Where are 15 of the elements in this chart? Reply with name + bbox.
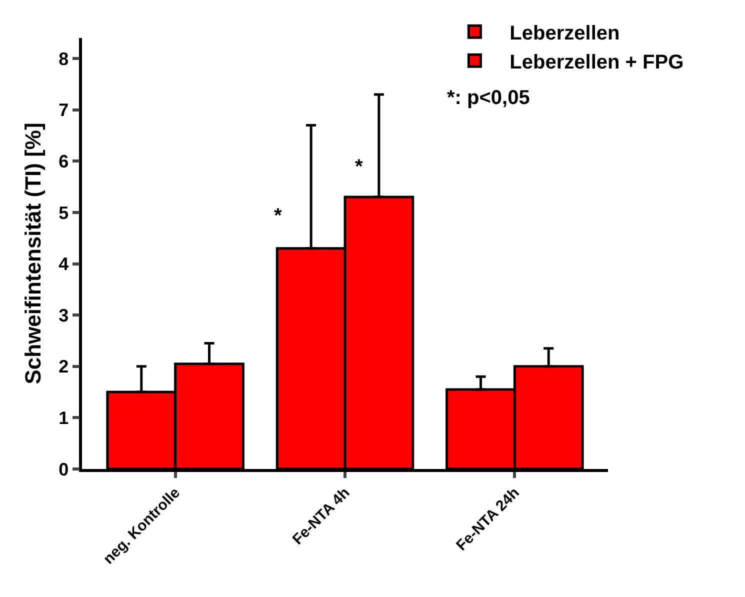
annotation: *	[355, 156, 363, 178]
annotation: *: p<0,05	[447, 87, 530, 109]
y-tick-label: 2	[58, 356, 69, 377]
y-tick-label: 5	[58, 202, 69, 223]
y-tick-label: 6	[58, 151, 69, 172]
y-axis-title: Schweifintensität (TI) [%]	[20, 122, 46, 384]
legend-label: Leberzellen	[510, 22, 620, 44]
legend-label: Leberzellen + FPG	[510, 51, 684, 74]
y-tick-label: 7	[58, 100, 69, 120]
annotation: *	[274, 205, 282, 227]
y-tick-label: 4	[58, 254, 69, 274]
y-tick-label: 3	[58, 305, 69, 326]
y-tick-label: 1	[58, 408, 69, 428]
y-tick-label: 0	[58, 459, 69, 480]
y-tick-label: 8	[58, 48, 69, 69]
